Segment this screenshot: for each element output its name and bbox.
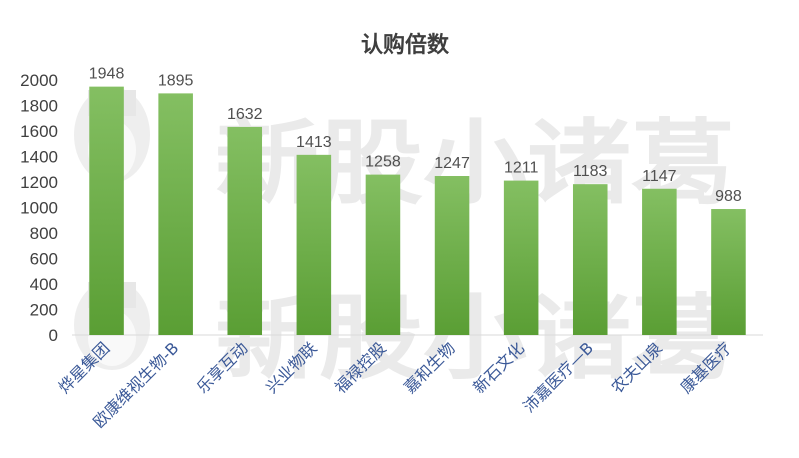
y-tick-label: 600 bbox=[30, 250, 58, 269]
bar bbox=[158, 93, 193, 335]
bar bbox=[572, 184, 608, 335]
bars bbox=[89, 86, 746, 335]
y-tick-label: 200 bbox=[30, 301, 58, 320]
y-tick-label: 800 bbox=[30, 224, 58, 243]
bar bbox=[89, 86, 124, 335]
y-tick-label: 1600 bbox=[20, 122, 58, 141]
bar bbox=[434, 176, 470, 335]
y-tick-label: 0 bbox=[49, 326, 58, 345]
bar bbox=[503, 180, 539, 335]
data-label: 1147 bbox=[642, 168, 677, 185]
y-tick-label: 1000 bbox=[20, 199, 58, 218]
data-label: 1258 bbox=[365, 154, 401, 171]
y-tick-label: 400 bbox=[30, 275, 58, 294]
data-label: 1632 bbox=[227, 106, 263, 123]
data-labels: 1948 1895 1632 1413 1258 1247 1211 1183 1147 988 bbox=[89, 66, 742, 205]
data-label: 1413 bbox=[296, 134, 332, 151]
y-tick-label: 2000 bbox=[20, 71, 58, 90]
bar bbox=[711, 209, 746, 335]
bar bbox=[365, 174, 401, 335]
data-label: 1247 bbox=[434, 155, 470, 172]
data-label: 1948 bbox=[89, 66, 125, 83]
bar bbox=[227, 126, 263, 335]
bar bbox=[642, 188, 677, 335]
data-label: 1211 bbox=[504, 160, 539, 177]
y-tick-label: 1800 bbox=[20, 97, 58, 116]
bar bbox=[296, 154, 332, 335]
data-label: 988 bbox=[715, 188, 742, 205]
y-tick-label: 1200 bbox=[20, 173, 58, 192]
y-axis: 0 200 400 600 800 1000 1200 1400 1600 1800 2000 bbox=[20, 71, 58, 345]
y-tick-label: 1400 bbox=[20, 148, 58, 167]
data-label: 1895 bbox=[158, 72, 194, 89]
chart-title: 认购倍数 bbox=[361, 32, 450, 58]
data-label: 1183 bbox=[573, 163, 608, 180]
